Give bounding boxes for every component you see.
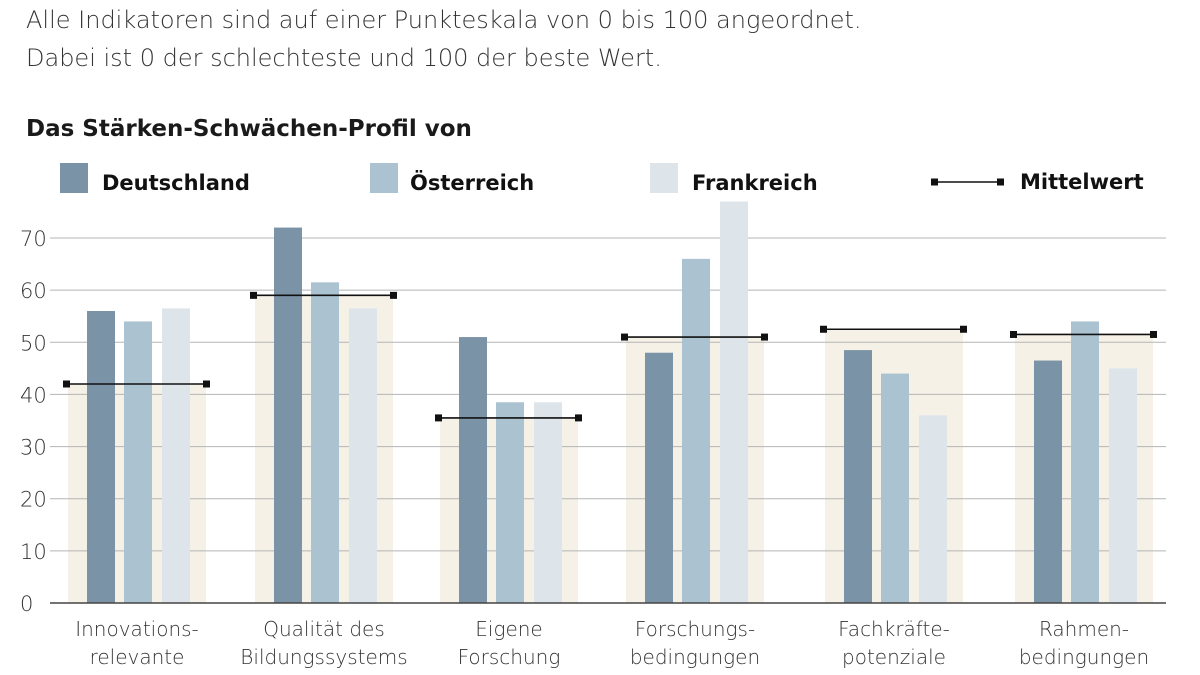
x-category-label: Eigene bbox=[475, 617, 542, 641]
bar-deutschland bbox=[1034, 360, 1062, 603]
bar-österreich bbox=[311, 282, 339, 603]
legend-mean-marker bbox=[997, 178, 1004, 186]
x-category-label: bedingungen bbox=[630, 645, 760, 669]
x-category-label: Fachkräfte- bbox=[838, 617, 950, 641]
y-tick-label: 70 bbox=[20, 227, 47, 251]
y-tick-label: 0 bbox=[20, 592, 33, 616]
bar-frankreich bbox=[1109, 368, 1137, 603]
legend-swatch-1 bbox=[370, 163, 398, 193]
bar-österreich bbox=[496, 402, 524, 603]
mean-marker bbox=[761, 333, 768, 341]
bar-frankreich bbox=[534, 402, 562, 603]
x-category-label: Forschungs- bbox=[635, 617, 755, 641]
x-category-label: bedingungen bbox=[1019, 645, 1149, 669]
bar-österreich bbox=[1071, 321, 1099, 603]
bar-deutschland bbox=[844, 350, 872, 603]
bar-deutschland bbox=[87, 311, 115, 603]
bar-frankreich bbox=[919, 415, 947, 603]
y-tick-label: 30 bbox=[20, 436, 47, 460]
legend-label: Deutschland bbox=[102, 171, 250, 195]
legend-swatch-0 bbox=[60, 163, 88, 193]
y-tick-label: 20 bbox=[20, 488, 47, 512]
legend-label: Österreich bbox=[410, 170, 534, 195]
subtitle-line-2: Dabei ist 0 der schlechteste und 100 der… bbox=[26, 44, 662, 72]
legend-swatch-2 bbox=[650, 163, 678, 193]
mean-marker bbox=[575, 414, 582, 422]
mean-marker bbox=[203, 380, 210, 388]
bar-österreich bbox=[881, 373, 909, 603]
legend-label: Frankreich bbox=[692, 171, 818, 195]
x-category-label: Forschung bbox=[458, 645, 561, 669]
chart-title: Das Stärken-Schwächen-Profil von bbox=[26, 116, 472, 142]
x-category-label: Innovations- bbox=[75, 617, 199, 641]
y-tick-label: 10 bbox=[20, 540, 47, 564]
mean-marker bbox=[960, 325, 967, 333]
bar-österreich bbox=[682, 258, 710, 603]
bar-deutschland bbox=[459, 337, 487, 603]
mean-marker bbox=[390, 291, 397, 299]
y-tick-label: 40 bbox=[20, 383, 47, 407]
mean-marker bbox=[621, 333, 628, 341]
x-category-label: Arbeitskräfte bbox=[72, 673, 202, 675]
legend-mean-marker bbox=[931, 178, 938, 186]
mean-marker bbox=[63, 380, 70, 388]
bar-deutschland bbox=[274, 227, 302, 604]
y-tick-label: 60 bbox=[20, 279, 47, 303]
y-tick-label: 50 bbox=[20, 331, 47, 355]
bar-deutschland bbox=[645, 352, 673, 603]
bar-frankreich bbox=[349, 308, 377, 603]
mean-marker bbox=[250, 291, 257, 299]
subtitle-line-1: Alle Indikatoren sind auf einer Punktesk… bbox=[26, 6, 862, 34]
bar-frankreich bbox=[162, 308, 190, 603]
mean-marker bbox=[435, 414, 442, 422]
bar-österreich bbox=[124, 321, 152, 603]
x-category-label: Rahmen- bbox=[1039, 617, 1129, 641]
mean-marker bbox=[820, 325, 827, 333]
x-category-label: relevante bbox=[90, 645, 185, 669]
x-category-label: potenziale bbox=[842, 645, 946, 669]
legend-label: Mittelwert bbox=[1020, 170, 1144, 194]
mean-marker bbox=[1010, 330, 1017, 338]
x-category-label: Qualität des bbox=[263, 617, 385, 641]
x-category-label: Bildungssystems bbox=[240, 645, 407, 669]
mean-marker bbox=[1150, 330, 1157, 338]
bar-frankreich bbox=[720, 201, 748, 603]
